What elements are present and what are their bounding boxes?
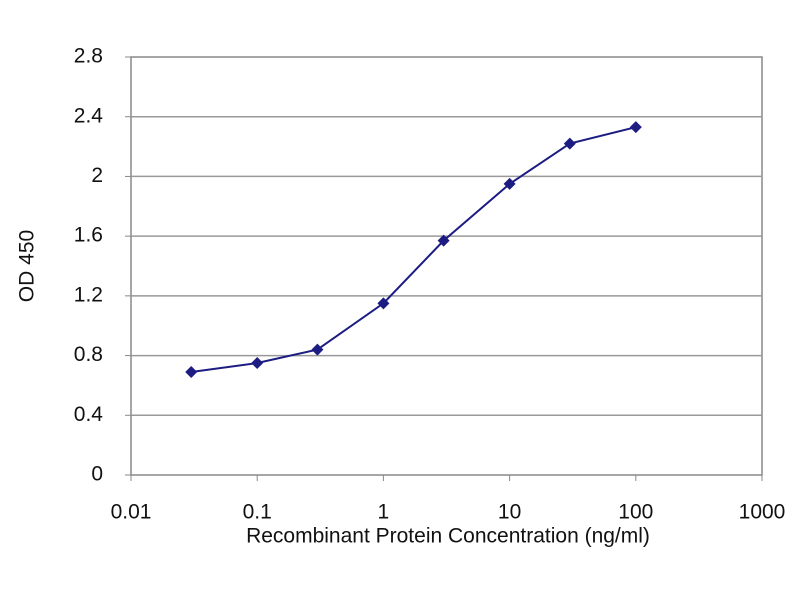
data-point	[185, 365, 198, 378]
y-tick-label: 0.8	[74, 343, 103, 366]
data-point	[377, 297, 390, 310]
x-tick-label: 0.01	[111, 501, 152, 524]
y-axis-title: OD 450	[16, 230, 39, 302]
y-tick-label: 2.8	[74, 45, 103, 68]
y-tick-label: 2.4	[74, 104, 104, 127]
data-point	[311, 343, 324, 356]
data-point	[251, 357, 264, 370]
x-tick-label: 1000	[739, 501, 786, 524]
series-line	[191, 126, 637, 373]
plot-area	[130, 56, 763, 476]
data-point	[563, 137, 576, 150]
y-tick-label: 2	[91, 164, 103, 187]
y-tick-label: 1.6	[74, 224, 103, 247]
x-tick-label: 1	[378, 501, 390, 524]
x-tick-label: 10	[498, 501, 521, 524]
x-tick-label: 100	[618, 501, 653, 524]
data-point	[503, 177, 516, 190]
data-point	[629, 121, 642, 134]
y-tick-label: 0	[91, 463, 103, 486]
y-tick-label: 1.2	[74, 283, 103, 306]
data-point	[437, 234, 450, 247]
x-axis-title: Recombinant Protein Concentration (ng/ml…	[246, 525, 650, 548]
x-tick-label: 0.1	[243, 501, 272, 524]
y-tick-label: 0.4	[74, 403, 104, 426]
